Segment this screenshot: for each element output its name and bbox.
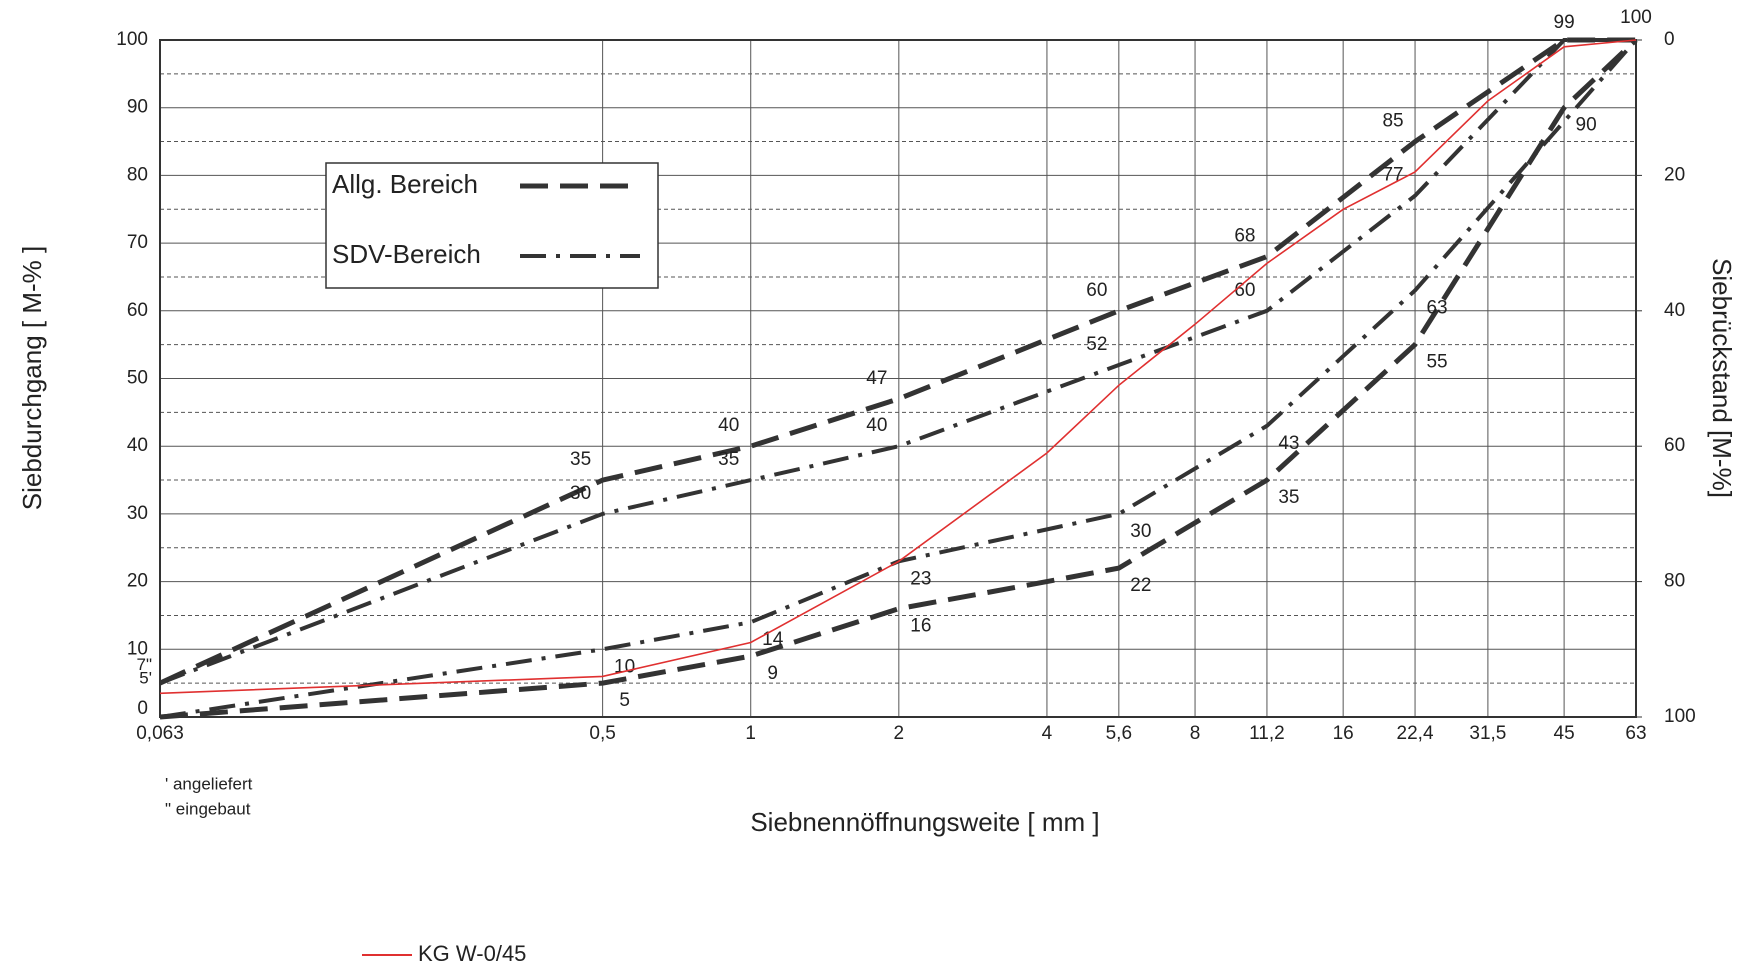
data-label: 60 <box>1234 280 1255 301</box>
axis-note: 7" <box>137 655 153 674</box>
data-label: 99 <box>1554 12 1575 33</box>
data-label: 10 <box>614 656 635 677</box>
data-label: 5 <box>619 690 630 711</box>
data-label: 9 <box>767 663 778 684</box>
data-label: 30 <box>570 483 591 504</box>
y-tick-label: 0 <box>137 698 148 719</box>
legend-label: KG W-0/45 <box>418 941 526 966</box>
data-label: 100 <box>1620 7 1652 28</box>
data-label: 63 <box>1426 298 1447 319</box>
x-tick-label: 63 <box>1625 723 1646 744</box>
y-tick-label: 90 <box>127 97 148 118</box>
x-tick-label: 1 <box>745 723 756 744</box>
data-label: 60 <box>1086 280 1107 301</box>
data-label: 90 <box>1576 115 1597 136</box>
series-line <box>159 38 1638 719</box>
data-label: 35 <box>718 449 739 470</box>
y-tick-label: 20 <box>127 571 148 592</box>
footnote: " eingebaut <box>165 799 251 818</box>
x-tick-label: 16 <box>1333 723 1354 744</box>
series-line <box>159 38 1638 720</box>
x-tick-label: 2 <box>894 723 905 744</box>
y-tick-label: 50 <box>127 368 148 389</box>
data-label: 22 <box>1130 575 1151 596</box>
y2-tick-label: 80 <box>1664 571 1685 592</box>
series-line <box>159 38 1636 685</box>
x-tick-label: 31,5 <box>1469 723 1506 744</box>
y-tick-label: 30 <box>127 503 148 524</box>
x-tick-label: 0,063 <box>136 723 184 744</box>
axis-note: 5' <box>139 669 152 688</box>
y2-tick-label: 100 <box>1664 706 1696 727</box>
data-label: 35 <box>570 449 591 470</box>
data-label: 55 <box>1426 352 1447 373</box>
series-line <box>158 37 1636 686</box>
data-label: 30 <box>1130 521 1151 542</box>
data-label: 35 <box>1278 487 1299 508</box>
y2-tick-label: 40 <box>1664 300 1685 321</box>
data-label: 43 <box>1278 433 1299 454</box>
x-tick-label: 5,6 <box>1106 723 1132 744</box>
x-tick-label: 8 <box>1190 723 1201 744</box>
x-tick-label: 4 <box>1042 723 1053 744</box>
y-tick-label: 60 <box>127 300 148 321</box>
y2-tick-label: 0 <box>1664 29 1675 50</box>
y-tick-label: 100 <box>116 29 148 50</box>
data-label: 14 <box>762 629 784 650</box>
data-label: 40 <box>866 415 887 436</box>
data-label: 68 <box>1234 226 1255 247</box>
y2-tick-label: 60 <box>1664 435 1685 456</box>
y-tick-label: 40 <box>127 435 148 456</box>
data-label: 52 <box>1086 334 1107 355</box>
data-label: 85 <box>1382 111 1403 132</box>
plot-frame <box>159 39 1637 718</box>
x-tick-label: 45 <box>1554 723 1575 744</box>
y-tick-label: 70 <box>127 232 148 253</box>
y2-axis-title: Siebrückstand [M-%] <box>1707 258 1737 498</box>
x-tick-label: 11,2 <box>1249 723 1285 744</box>
x-axis-title: Siebnennöffnungsweite [ mm ] <box>750 807 1099 837</box>
x-tick-label: 0,5 <box>589 723 615 744</box>
data-label: 16 <box>910 616 931 637</box>
y-tick-label: 80 <box>127 164 148 185</box>
footnote: ' angeliefert <box>165 774 253 793</box>
y2-tick-label: 20 <box>1664 164 1685 185</box>
legend-label: SDV-Bereich <box>332 239 481 269</box>
data-label: 40 <box>718 415 739 436</box>
data-label: 23 <box>910 568 931 589</box>
y-tick-label: 10 <box>127 638 148 659</box>
data-label: 47 <box>866 368 887 389</box>
y-axis-title: Siebdurchgang [ M-% ] <box>17 246 47 510</box>
x-tick-label: 22,4 <box>1397 723 1434 744</box>
legend-label: Allg. Bereich <box>332 169 478 199</box>
series-line <box>159 39 1637 695</box>
